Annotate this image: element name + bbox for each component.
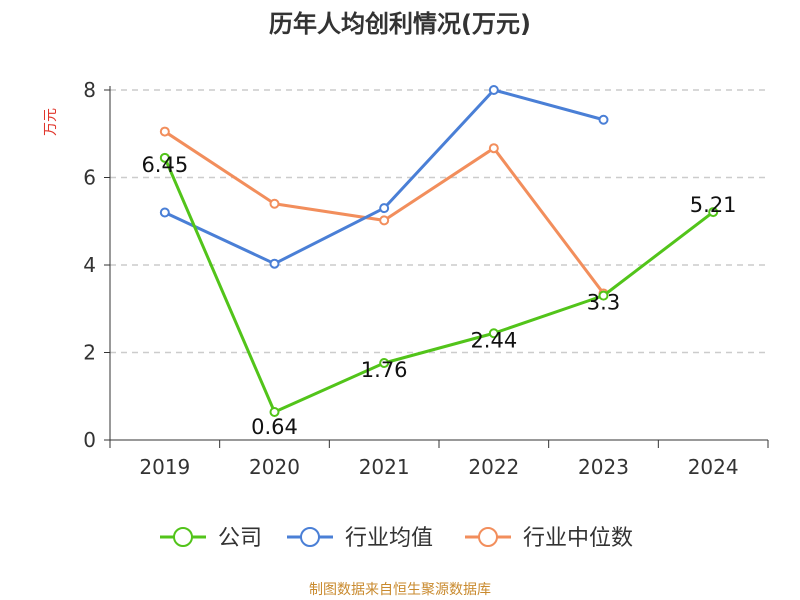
- y-tick-label: 4: [83, 253, 96, 277]
- x-tick-label: 2021: [359, 455, 410, 479]
- data-labels: 6.45 0.64 1.76 2.44 3.3 5.21: [141, 153, 736, 439]
- series-point-0[interactable]: [708, 207, 719, 218]
- x-tick-label: 2022: [468, 455, 519, 479]
- y-tick-label: 8: [83, 78, 96, 102]
- legend[interactable]: 公司 行业均值 行业中位数: [160, 526, 633, 551]
- gridlines: [110, 89, 768, 354]
- data-label: 5.21: [690, 193, 737, 217]
- legend-label: 公司: [218, 526, 262, 551]
- series-point-0[interactable]: [488, 328, 499, 339]
- legend-marker: [300, 527, 320, 547]
- series-layer: [159, 85, 719, 417]
- series-point-0[interactable]: [269, 407, 280, 417]
- x-tick-label: 2019: [139, 455, 190, 479]
- legend-marker: [173, 527, 193, 547]
- series-point-2[interactable]: [269, 198, 280, 209]
- series-point-1[interactable]: [379, 203, 390, 214]
- legend-item-2[interactable]: 行业中位数: [465, 526, 633, 551]
- data-label: 3.3: [587, 291, 620, 315]
- y-tick-label: 0: [83, 428, 96, 452]
- series-point-2[interactable]: [488, 143, 499, 154]
- data-label: 2.44: [470, 328, 517, 352]
- series-point-2[interactable]: [379, 215, 390, 226]
- series-line-0: [163, 157, 715, 414]
- legend-label: 行业中位数: [523, 526, 633, 551]
- series-line-1: [164, 88, 604, 266]
- x-tick-label: 2024: [688, 455, 739, 479]
- series-point-1[interactable]: [269, 258, 280, 269]
- chart-title: 历年人均创利情况(万元): [269, 10, 531, 38]
- source-note: 制图数据来自恒生聚源数据库: [309, 582, 491, 598]
- y-tick-label: 6: [83, 166, 96, 190]
- series-point-0[interactable]: [379, 358, 390, 368]
- data-label: 6.45: [141, 153, 188, 177]
- data-label: 1.76: [361, 358, 408, 382]
- legend-item-1[interactable]: 行业均值: [287, 526, 433, 551]
- series-point-1[interactable]: [598, 114, 609, 125]
- x-tick-label: 2023: [578, 455, 629, 479]
- series-point-0[interactable]: [598, 290, 609, 301]
- series-point-0[interactable]: [159, 152, 170, 163]
- x-tick-label: 2020: [249, 455, 300, 479]
- data-label: 0.64: [251, 415, 298, 439]
- legend-label: 行业均值: [345, 526, 433, 551]
- axes: 0 2 4 6 8 2019 2020 2021 2022 2023 2024: [83, 78, 769, 479]
- series-point-1[interactable]: [488, 85, 499, 95]
- series-point-2[interactable]: [159, 126, 170, 137]
- y-tick-label: 2: [83, 341, 96, 365]
- legend-item-0[interactable]: 公司: [160, 526, 262, 551]
- series-point-1[interactable]: [159, 207, 170, 218]
- y-axis-label: 万元: [43, 108, 59, 136]
- legend-marker: [478, 527, 498, 547]
